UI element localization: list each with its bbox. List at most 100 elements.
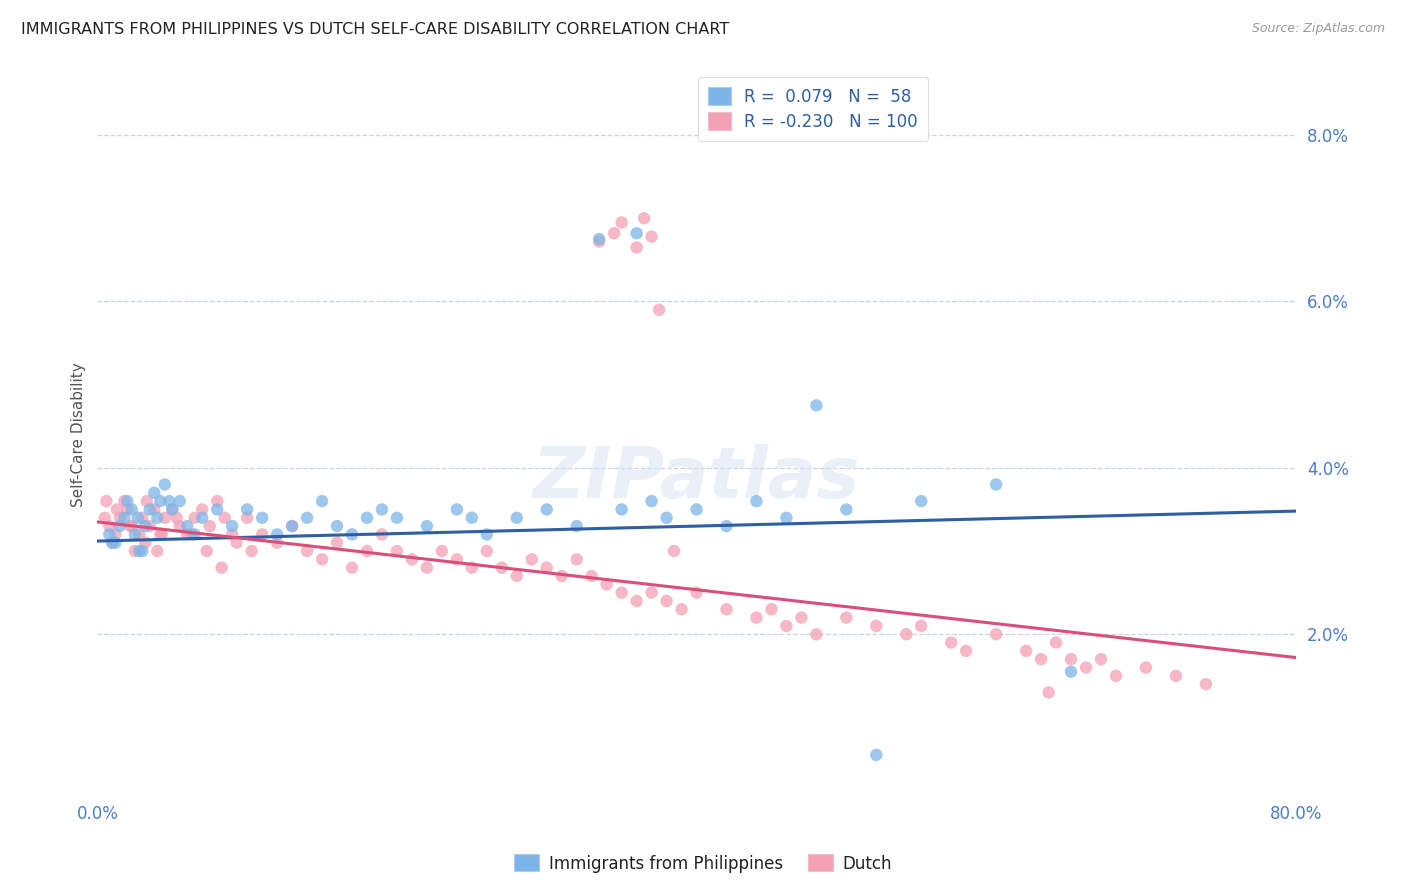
Point bbox=[910, 494, 932, 508]
Point bbox=[96, 494, 118, 508]
Point bbox=[98, 527, 121, 541]
Point bbox=[640, 585, 662, 599]
Point bbox=[865, 747, 887, 762]
Point bbox=[1060, 652, 1083, 666]
Point bbox=[475, 527, 498, 541]
Point bbox=[941, 635, 963, 649]
Point bbox=[153, 477, 176, 491]
Point bbox=[588, 235, 610, 249]
Point bbox=[745, 610, 768, 624]
Point bbox=[356, 544, 378, 558]
Point bbox=[1195, 677, 1218, 691]
Point bbox=[984, 477, 1007, 491]
Point bbox=[662, 544, 685, 558]
Point bbox=[685, 502, 707, 516]
Point bbox=[640, 494, 662, 508]
Point bbox=[716, 602, 738, 616]
Point bbox=[385, 544, 408, 558]
Point bbox=[166, 510, 188, 524]
Point bbox=[506, 569, 529, 583]
Point bbox=[105, 502, 128, 516]
Point bbox=[955, 644, 977, 658]
Point bbox=[491, 560, 513, 574]
Point bbox=[1029, 652, 1052, 666]
Point bbox=[112, 494, 135, 508]
Text: Source: ZipAtlas.com: Source: ZipAtlas.com bbox=[1251, 22, 1385, 36]
Point bbox=[655, 510, 678, 524]
Point bbox=[131, 544, 153, 558]
Point bbox=[416, 519, 439, 533]
Y-axis label: Self-Care Disability: Self-Care Disability bbox=[72, 362, 86, 507]
Point bbox=[610, 502, 633, 516]
Point bbox=[128, 527, 150, 541]
Point bbox=[1038, 685, 1060, 699]
Point bbox=[536, 560, 558, 574]
Point bbox=[865, 619, 887, 633]
Point bbox=[790, 610, 813, 624]
Point bbox=[565, 519, 588, 533]
Point bbox=[108, 519, 131, 533]
Point bbox=[775, 619, 797, 633]
Point bbox=[716, 519, 738, 533]
Point bbox=[356, 510, 378, 524]
Point bbox=[640, 229, 662, 244]
Point bbox=[295, 544, 318, 558]
Point bbox=[250, 510, 273, 524]
Legend: R =  0.079   N =  58, R = -0.230   N = 100: R = 0.079 N = 58, R = -0.230 N = 100 bbox=[697, 77, 928, 141]
Point bbox=[603, 226, 626, 240]
Point bbox=[910, 619, 932, 633]
Point bbox=[1135, 660, 1157, 674]
Point bbox=[162, 502, 184, 516]
Point bbox=[401, 552, 423, 566]
Point bbox=[340, 560, 363, 574]
Point bbox=[655, 594, 678, 608]
Point bbox=[120, 519, 142, 533]
Point bbox=[835, 610, 858, 624]
Point bbox=[169, 494, 191, 508]
Point bbox=[461, 510, 484, 524]
Point bbox=[205, 502, 228, 516]
Point bbox=[214, 510, 236, 524]
Point bbox=[806, 627, 828, 641]
Point bbox=[648, 302, 671, 317]
Point bbox=[633, 211, 655, 226]
Point bbox=[98, 519, 121, 533]
Point bbox=[225, 535, 247, 549]
Point bbox=[416, 560, 439, 574]
Point bbox=[104, 527, 127, 541]
Legend: Immigrants from Philippines, Dutch: Immigrants from Philippines, Dutch bbox=[508, 847, 898, 880]
Point bbox=[806, 399, 828, 413]
Point bbox=[371, 502, 394, 516]
Point bbox=[191, 510, 214, 524]
Point bbox=[311, 552, 333, 566]
Point bbox=[610, 585, 633, 599]
Point bbox=[191, 502, 214, 516]
Point bbox=[626, 226, 648, 240]
Point bbox=[1060, 665, 1083, 679]
Point bbox=[150, 527, 173, 541]
Point bbox=[124, 527, 146, 541]
Point bbox=[236, 510, 259, 524]
Point bbox=[101, 535, 124, 549]
Point bbox=[117, 502, 139, 516]
Point bbox=[128, 544, 150, 558]
Point bbox=[295, 510, 318, 524]
Point bbox=[1045, 635, 1067, 649]
Point bbox=[588, 232, 610, 246]
Point bbox=[610, 215, 633, 229]
Text: IMMIGRANTS FROM PHILIPPINES VS DUTCH SELF-CARE DISABILITY CORRELATION CHART: IMMIGRANTS FROM PHILIPPINES VS DUTCH SEL… bbox=[21, 22, 730, 37]
Point bbox=[117, 494, 139, 508]
Point bbox=[108, 510, 131, 524]
Point bbox=[835, 502, 858, 516]
Point bbox=[1015, 644, 1038, 658]
Point bbox=[1105, 669, 1128, 683]
Point bbox=[896, 627, 918, 641]
Point bbox=[520, 552, 543, 566]
Point bbox=[131, 510, 153, 524]
Point bbox=[775, 510, 797, 524]
Point bbox=[183, 527, 205, 541]
Point bbox=[176, 527, 198, 541]
Point bbox=[162, 502, 184, 516]
Point bbox=[536, 502, 558, 516]
Point bbox=[446, 502, 468, 516]
